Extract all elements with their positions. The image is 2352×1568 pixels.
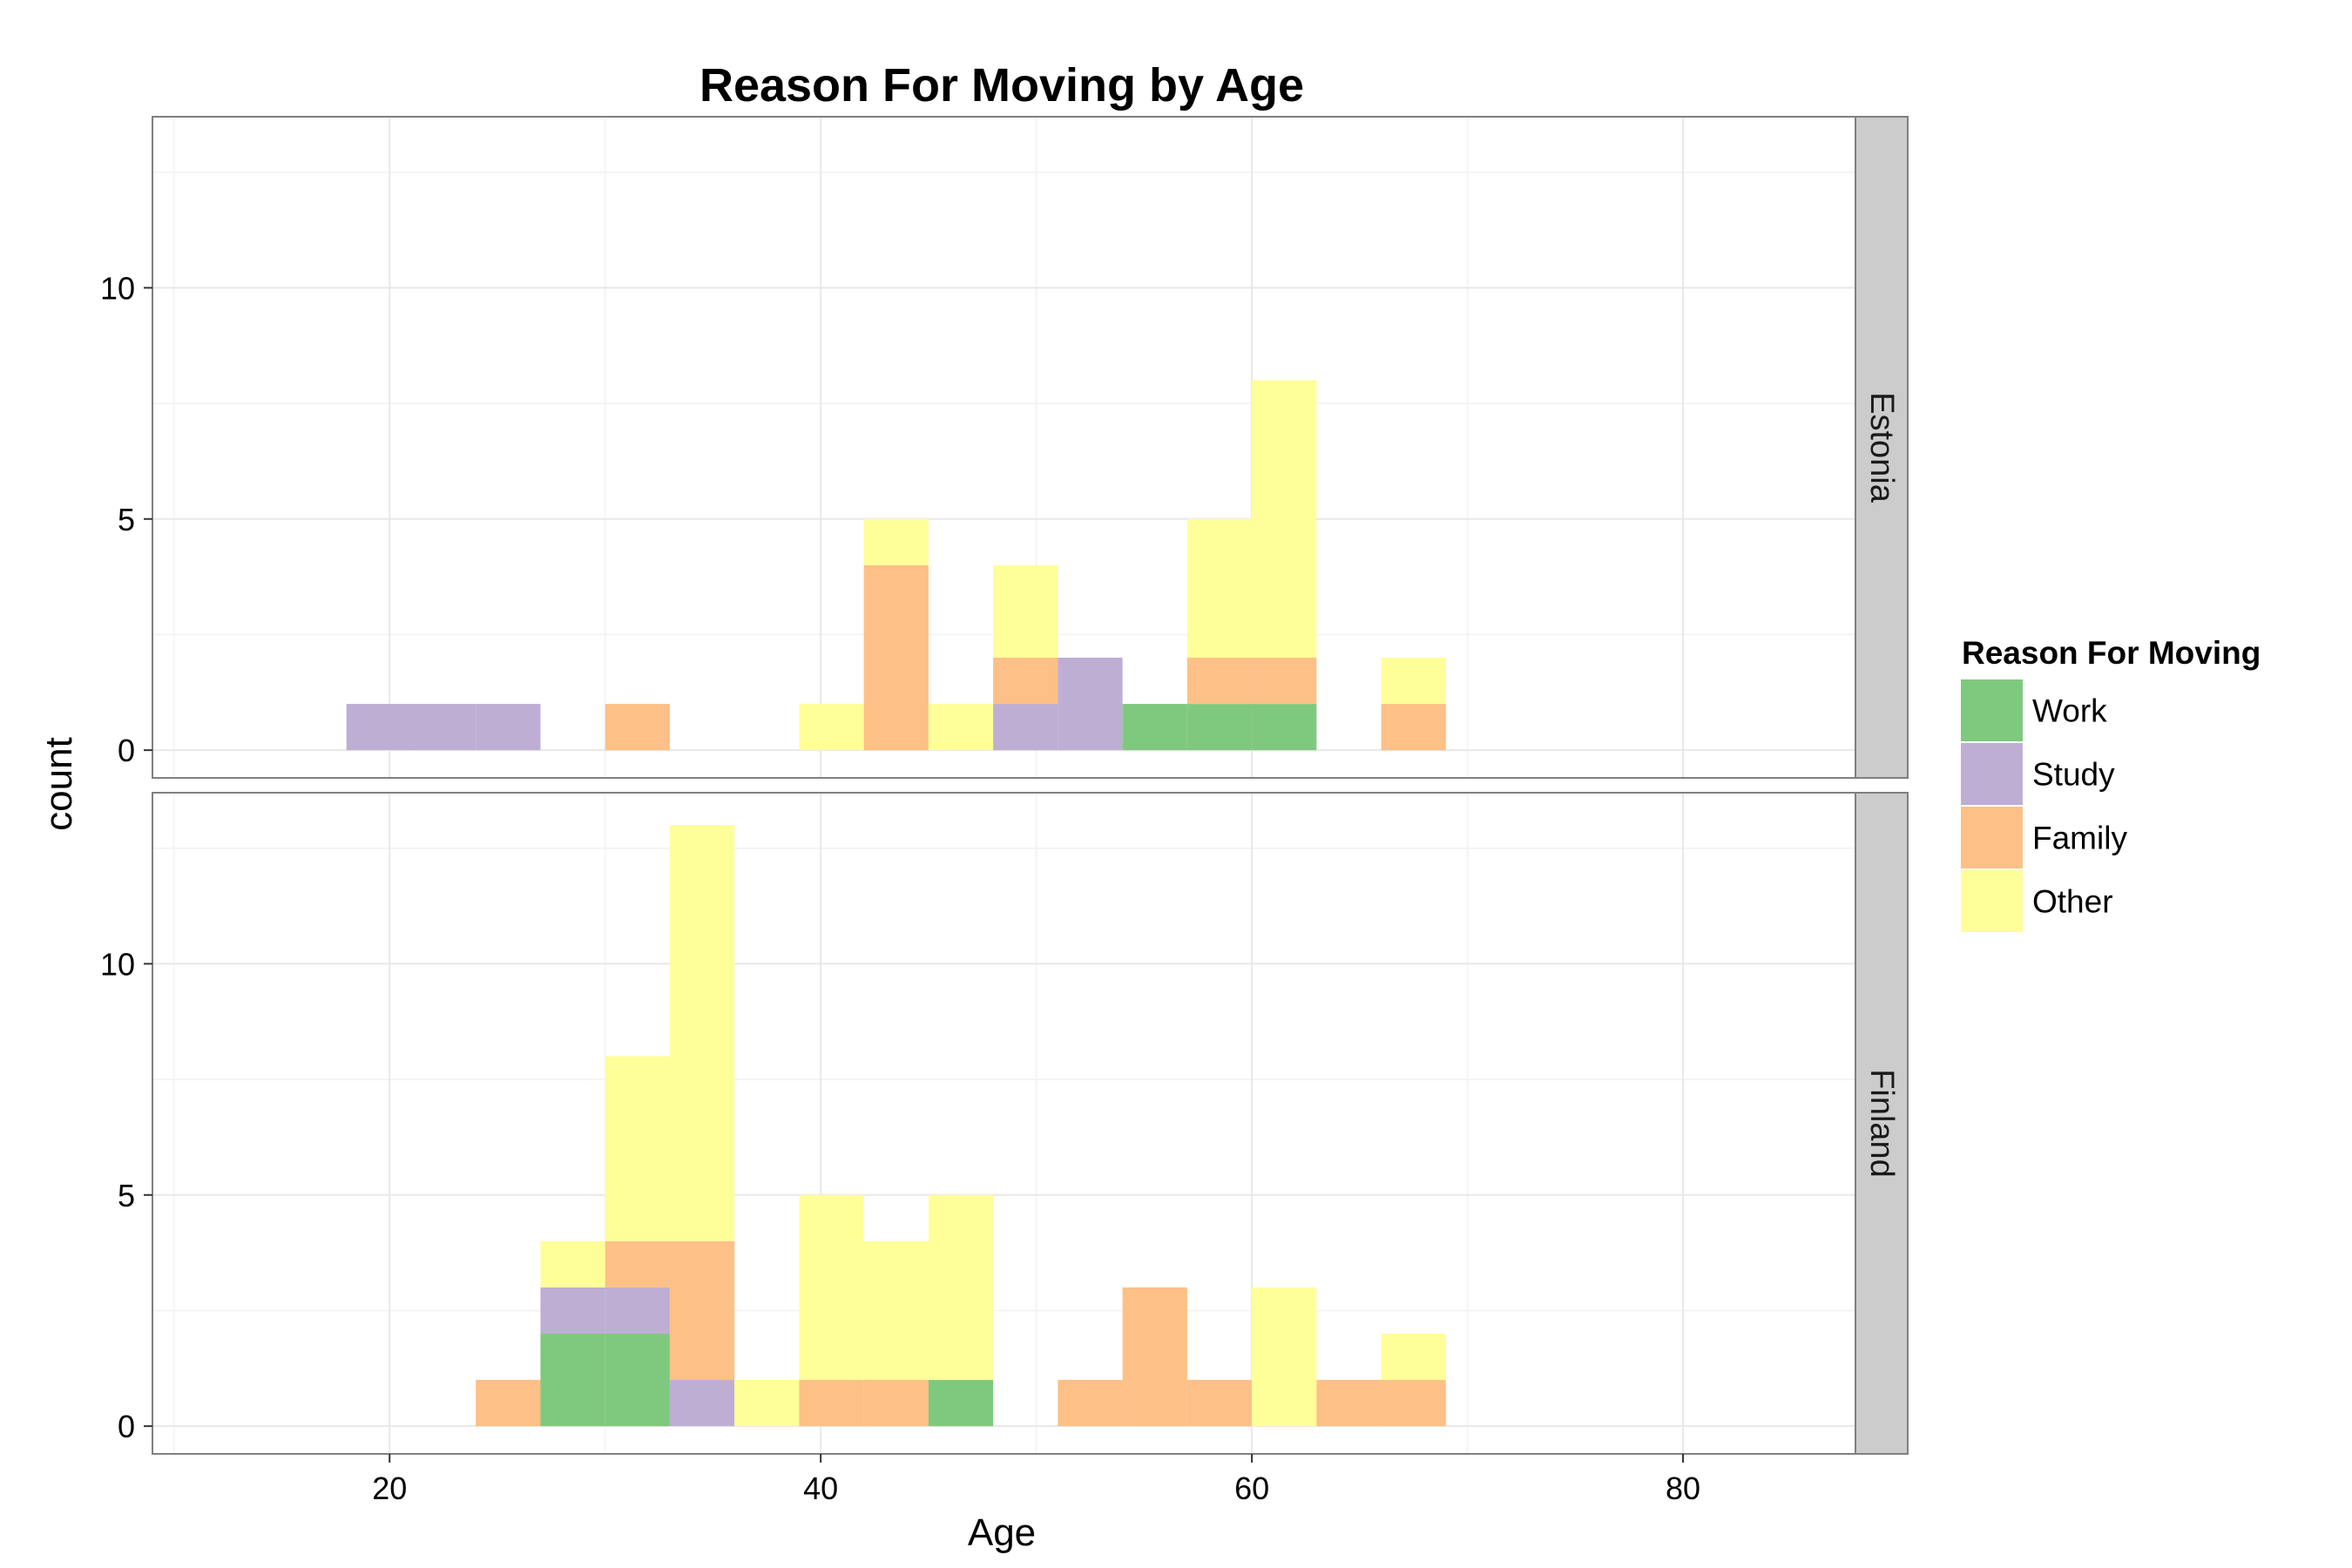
x-axis: 20 40 60 80: [372, 1454, 1700, 1506]
y-tick-label: 0: [118, 1409, 135, 1444]
y-tick-label: 5: [118, 1178, 135, 1213]
bar-segment-family: [1252, 658, 1317, 705]
legend-label-study: Study: [2032, 757, 2115, 793]
bar-segment-other: [928, 704, 994, 751]
bar-segment-study: [540, 1287, 605, 1334]
bar-segment-family: [863, 1380, 929, 1427]
bar-segment-study: [1058, 658, 1123, 751]
legend: Reason For Moving Work Study Family Other: [1959, 635, 2261, 934]
bar-segment-work: [1252, 704, 1317, 751]
facet-panels: 0 5 10 Estonia 0 5 10 Finland: [100, 116, 1909, 1455]
facet-strip-label: Estonia: [1863, 392, 1900, 504]
panel-finland: 0 5 10 Finland: [100, 792, 1909, 1455]
legend-item-other: Other: [1959, 868, 2113, 934]
bar-segment-family: [605, 704, 670, 751]
legend-swatch-family: [1959, 805, 2024, 870]
legend-swatch-study: [1959, 741, 2024, 807]
bar-segment-other: [993, 564, 1058, 658]
bar-segment-other: [799, 1194, 864, 1381]
y-tick-label: 10: [100, 270, 135, 306]
x-tick-label: 20: [372, 1470, 407, 1506]
panel-estonia: 0 5 10 Estonia: [100, 116, 1909, 779]
bar-segment-work: [1122, 704, 1187, 751]
y-tick-label: 5: [118, 502, 135, 537]
bar-segment-other: [1381, 1334, 1446, 1381]
bar-segment-family: [476, 1380, 541, 1427]
x-tick-label: 40: [803, 1470, 838, 1506]
y-tick-label: 0: [118, 733, 135, 768]
bar-segment-study: [410, 704, 476, 751]
x-axis-title: Age: [968, 1511, 1036, 1554]
bar-segment-family: [1186, 658, 1253, 705]
chart-title: Reason For Moving by Age: [700, 59, 1304, 112]
bar-segment-other: [863, 1240, 929, 1381]
legend-item-family: Family: [1959, 805, 2127, 870]
panel-background: [152, 793, 1855, 1454]
bar-segment-family: [1316, 1380, 1382, 1427]
bar-segment-study: [476, 704, 541, 751]
bar-segment-other: [1252, 380, 1317, 658]
bar-segment-other: [734, 1380, 800, 1427]
bar-segment-study: [605, 1287, 670, 1334]
bar-segment-other: [799, 704, 864, 751]
bar-segment-other: [928, 1194, 994, 1381]
bar-segment-other: [1252, 1287, 1317, 1427]
bar-segment-work: [540, 1334, 605, 1427]
legend-swatch-other: [1959, 868, 2024, 934]
bar-segment-family: [605, 1240, 670, 1288]
bar-segment-other: [540, 1240, 605, 1288]
bar-segment-other: [863, 518, 929, 565]
bar-segment-other: [1186, 518, 1253, 658]
legend-item-study: Study: [1959, 741, 2115, 807]
legend-label-work: Work: [2032, 693, 2107, 729]
facet-strip: [1855, 116, 1909, 779]
bar-segment-other: [1381, 658, 1446, 705]
y-tick-label: 10: [100, 946, 135, 982]
bar-segment-family: [669, 1240, 735, 1381]
bar-segment-other: [669, 825, 735, 1241]
y-axis-title: count: [37, 737, 80, 831]
bar-segment-family: [993, 658, 1058, 705]
bar-segment-family: [1381, 704, 1446, 751]
x-tick-label: 60: [1234, 1470, 1269, 1506]
bar-segment-family: [1058, 1380, 1123, 1427]
bar-segment-study: [346, 704, 411, 751]
legend-title: Reason For Moving: [1962, 635, 2261, 671]
bar-segment-work: [928, 1380, 994, 1427]
bar-segment-study: [669, 1380, 735, 1427]
bar-segment-family: [1186, 1380, 1253, 1427]
bar-segment-family: [863, 564, 929, 751]
bar-segment-other: [605, 1056, 670, 1241]
bar-segment-family: [799, 1380, 864, 1427]
bar-segment-work: [1186, 704, 1253, 751]
legend-label-other: Other: [2032, 884, 2113, 920]
legend-label-family: Family: [2032, 821, 2127, 856]
bar-segment-family: [1381, 1380, 1446, 1427]
facet-strip-label: Finland: [1863, 1069, 1900, 1178]
legend-swatch-work: [1959, 678, 2024, 743]
bar-segment-study: [993, 704, 1058, 751]
x-tick-label: 80: [1666, 1470, 1700, 1506]
bar-segment-work: [605, 1334, 670, 1427]
facet-strip: [1855, 792, 1909, 1455]
bar-segment-family: [1122, 1287, 1187, 1427]
